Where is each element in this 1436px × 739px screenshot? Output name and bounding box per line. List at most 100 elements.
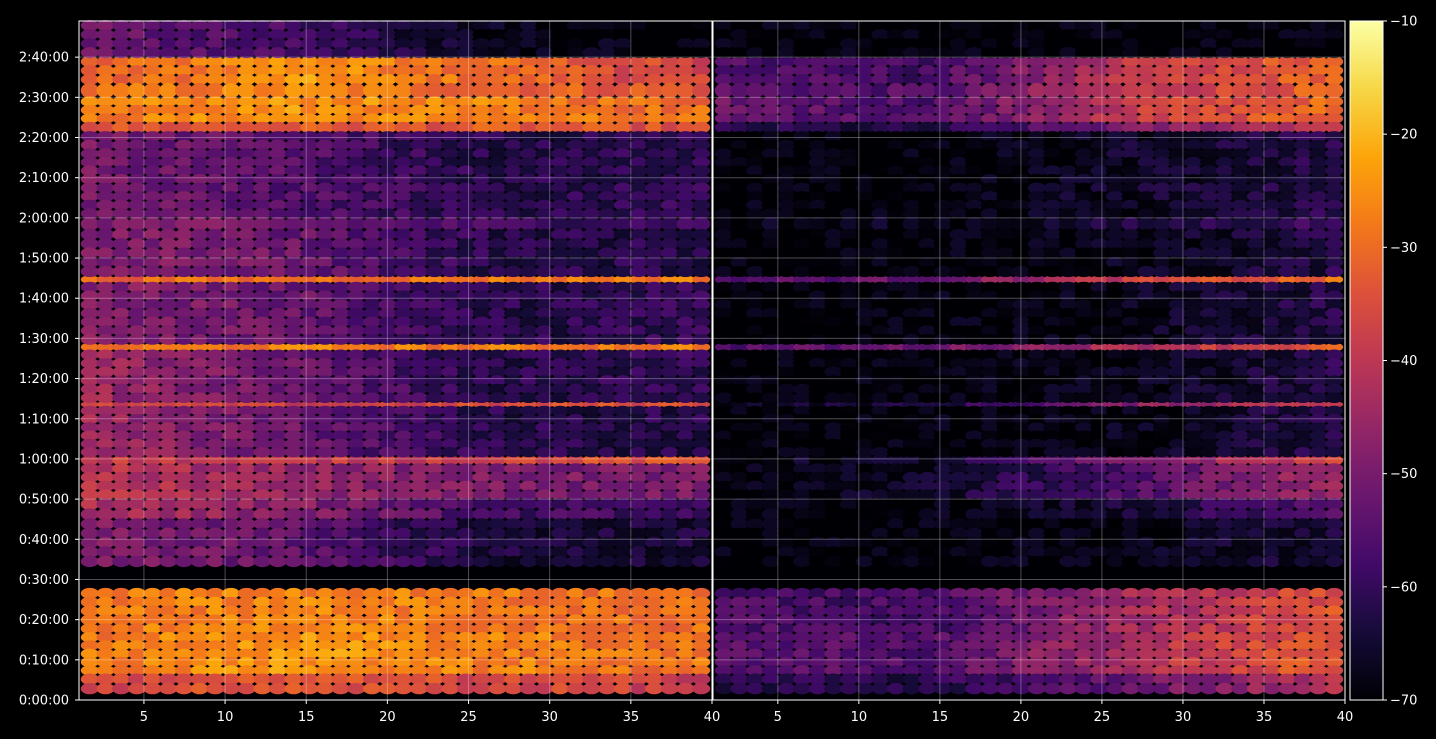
heatmap-cell bbox=[425, 498, 444, 511]
heatmap-cell bbox=[410, 414, 428, 425]
heatmap-cell bbox=[268, 104, 287, 116]
heatmap-cell bbox=[472, 471, 491, 483]
heatmap-cell bbox=[645, 148, 664, 159]
heatmap-cell bbox=[159, 156, 178, 168]
heatmap-cell bbox=[425, 375, 444, 386]
heatmap-cell bbox=[629, 113, 648, 124]
heatmap-cell bbox=[598, 447, 617, 458]
heatmap-cell bbox=[660, 191, 679, 202]
heatmap-cell bbox=[1231, 447, 1250, 458]
heatmap-cell bbox=[660, 508, 679, 521]
heatmap-cell bbox=[96, 47, 115, 59]
heatmap-cell bbox=[268, 265, 287, 278]
heatmap-cell bbox=[613, 405, 632, 416]
heatmap-cell bbox=[190, 366, 209, 378]
heatmap-cell bbox=[692, 414, 711, 425]
heatmap-cell bbox=[645, 392, 664, 404]
heatmap-cell bbox=[190, 156, 209, 168]
heatmap-cell bbox=[488, 96, 507, 107]
heatmap-cell bbox=[441, 74, 460, 85]
heatmap-cell bbox=[645, 191, 664, 202]
heatmap-cell bbox=[347, 74, 366, 85]
heatmap-cell bbox=[316, 401, 334, 408]
heatmap-cell bbox=[582, 182, 601, 194]
heatmap-cell bbox=[331, 334, 350, 345]
heatmap-cell bbox=[378, 199, 397, 211]
heatmap-cell bbox=[221, 358, 240, 369]
heatmap-cell bbox=[1293, 82, 1312, 99]
heatmap-cell bbox=[598, 471, 617, 483]
heatmap-cell bbox=[472, 342, 491, 352]
heatmap-cell bbox=[457, 82, 475, 99]
heatmap-cell bbox=[996, 216, 1015, 231]
heatmap-cell bbox=[143, 383, 162, 395]
heatmap-cell bbox=[488, 47, 507, 59]
heatmap-cell bbox=[253, 498, 272, 511]
heatmap-cell bbox=[692, 121, 711, 134]
heatmap-cell bbox=[221, 401, 240, 408]
heatmap-cell bbox=[1106, 216, 1125, 231]
heatmap-cell bbox=[840, 447, 858, 458]
heatmap-cell bbox=[378, 182, 397, 194]
heatmap-cell bbox=[96, 489, 115, 501]
heatmap-cell bbox=[613, 358, 632, 369]
heatmap-cell bbox=[933, 392, 952, 404]
heatmap-cell bbox=[598, 113, 617, 124]
heatmap-cell bbox=[582, 56, 601, 68]
heatmap-cell bbox=[660, 165, 679, 176]
heatmap-cell bbox=[112, 349, 131, 361]
heatmap-cell bbox=[394, 682, 413, 695]
heatmap-cell bbox=[980, 216, 999, 231]
heatmap-cell bbox=[535, 275, 554, 284]
heatmap-cell bbox=[1059, 82, 1078, 99]
heatmap-cell bbox=[80, 383, 99, 395]
heatmap-cell bbox=[378, 65, 397, 77]
heatmap-cell bbox=[472, 366, 491, 378]
heatmap-cell bbox=[746, 447, 765, 458]
heatmap-cell bbox=[96, 383, 115, 395]
heatmap-cell bbox=[566, 121, 585, 134]
heatmap-cell bbox=[80, 414, 99, 425]
heatmap-cell bbox=[221, 199, 240, 211]
heatmap-cell bbox=[629, 74, 648, 85]
heatmap-cell bbox=[425, 334, 444, 345]
heatmap-cell bbox=[613, 121, 632, 134]
heatmap-cell bbox=[206, 422, 225, 433]
heatmap-cell bbox=[300, 392, 319, 404]
heatmap-cell bbox=[394, 414, 413, 425]
heatmap-cell bbox=[629, 414, 648, 425]
heatmap-cell bbox=[206, 208, 225, 219]
heatmap-cell bbox=[268, 47, 287, 59]
heatmap-cell bbox=[871, 82, 890, 99]
heatmap-cell bbox=[96, 182, 115, 194]
heatmap-cell bbox=[582, 508, 601, 521]
heatmap-cell bbox=[127, 383, 146, 395]
heatmap-cell bbox=[174, 480, 193, 492]
heatmap-cell bbox=[284, 383, 303, 395]
heatmap-cell bbox=[613, 555, 632, 568]
heatmap-cell bbox=[676, 383, 695, 395]
heatmap-cell bbox=[566, 471, 585, 483]
heatmap-cell bbox=[410, 334, 428, 345]
heatmap-cell bbox=[112, 358, 131, 369]
heatmap-cell bbox=[645, 56, 664, 68]
heatmap-cell bbox=[457, 199, 475, 211]
heatmap-cell bbox=[613, 148, 632, 159]
heatmap-cell bbox=[645, 165, 664, 176]
heatmap-cell bbox=[645, 131, 664, 142]
heatmap-cell bbox=[582, 342, 601, 352]
heatmap-cell bbox=[551, 334, 570, 345]
heatmap-cell bbox=[504, 455, 523, 466]
heatmap-cell bbox=[714, 216, 733, 231]
heatmap-cell bbox=[441, 96, 460, 107]
heatmap-cell bbox=[472, 104, 491, 116]
heatmap-cell bbox=[504, 682, 523, 695]
heatmap-cell bbox=[504, 342, 523, 352]
heatmap-cell bbox=[660, 182, 679, 194]
heatmap-cell bbox=[394, 182, 413, 194]
heatmap-cell bbox=[457, 498, 475, 511]
heatmap-cell bbox=[316, 471, 334, 483]
heatmap-cell bbox=[206, 366, 225, 378]
heatmap-cell bbox=[676, 216, 695, 231]
heatmap-cell bbox=[190, 358, 209, 369]
